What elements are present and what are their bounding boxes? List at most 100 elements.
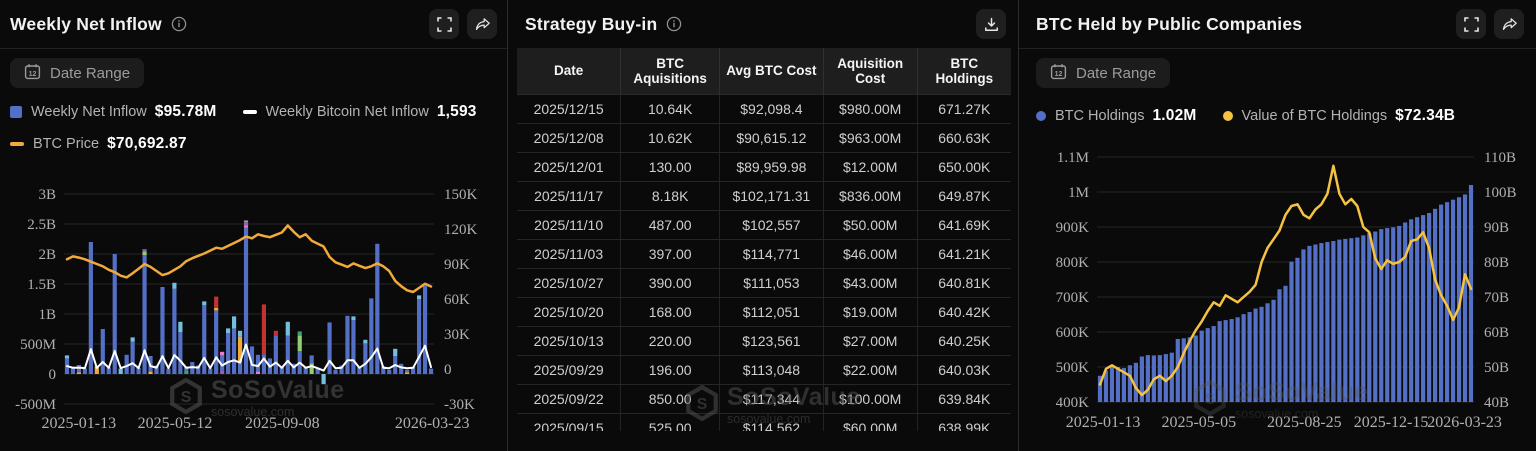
table-cell: 641.21K (917, 239, 1011, 269)
table-row: 2025/09/15 525.00 $114,562 $60.00M 638.99K (517, 413, 1011, 431)
date-range-label: Date Range (50, 64, 131, 82)
svg-text:2025-01-13: 2025-01-13 (1066, 414, 1141, 431)
table-cell: 639.84K (917, 384, 1011, 414)
table-cell: 640.25K (917, 326, 1011, 356)
table-row: 2025/09/22 850.00 $117,344 $100.00M 639.84K (517, 384, 1011, 414)
download-button[interactable] (976, 9, 1006, 39)
date-range-button[interactable]: 12 Date Range (10, 58, 145, 88)
table-row: 2025/10/27 390.00 $111,053 $43.00M 640.81K (517, 268, 1011, 298)
legend-value: $95.78M (154, 103, 217, 120)
svg-text:2026-03-23: 2026-03-23 (1427, 414, 1502, 431)
table-cell: 671.27K (917, 94, 1011, 124)
table-cell: $111,053 (719, 268, 824, 298)
svg-text:-500M: -500M (15, 397, 56, 413)
table-cell: $117,344 (719, 384, 824, 414)
panel-header: Weekly Net Inflow (0, 0, 507, 48)
fullscreen-button[interactable] (1456, 9, 1486, 39)
panel-header: Strategy Buy-in (508, 0, 1018, 48)
legend-label: Weekly Bitcoin Net Inflow (265, 104, 429, 120)
page-title: BTC Held by Public Companies (1036, 13, 1303, 34)
svg-text:2B: 2B (38, 247, 56, 263)
svg-text:12: 12 (29, 71, 37, 78)
btc-held-chart[interactable]: 1.1M 1M 900K 800K 700K 600K 500K 400K 110B 100B 90… (1019, 143, 1536, 443)
share-button[interactable] (1494, 9, 1524, 39)
column-header: Avg BTC Cost (719, 48, 824, 95)
date-range-label: Date Range (1076, 64, 1157, 82)
svg-text:500K: 500K (1056, 360, 1090, 376)
svg-text:700K: 700K (1056, 290, 1090, 306)
legend-item-value-of-btc-holdings[interactable]: Value of BTC Holdings $72.34B (1222, 107, 1456, 125)
svg-text:2.5B: 2.5B (27, 217, 56, 233)
table-row: 2025/12/15 10.64K $92,098.4 $980.00M 671.27K (517, 94, 1011, 124)
table-cell: 850.00 (620, 384, 721, 414)
svg-text:0: 0 (444, 362, 452, 378)
table-cell: 2025/12/15 (517, 94, 622, 124)
svg-text:150K: 150K (444, 188, 478, 203)
table-cell: $92,098.4 (719, 94, 824, 124)
table-cell: 650.00K (917, 152, 1011, 182)
fullscreen-button[interactable] (429, 9, 459, 39)
legend-marker (10, 142, 24, 146)
svg-text:1M: 1M (1068, 185, 1089, 201)
legend-value: $70,692.87 (107, 135, 187, 152)
table-cell: 397.00 (620, 239, 721, 269)
info-icon[interactable] (666, 16, 682, 32)
page-title: Weekly Net Inflow (10, 13, 162, 34)
table-cell: 2025/10/13 (517, 326, 622, 356)
table-cell: 641.69K (917, 210, 1011, 240)
date-range-button[interactable]: 12 Date Range (1036, 58, 1171, 88)
table-cell: 2025/11/17 (517, 181, 622, 211)
table-cell: 640.42K (917, 297, 1011, 327)
table-cell: $89,959.98 (719, 152, 824, 182)
legend-label: Value of BTC Holdings (1241, 108, 1388, 124)
table-cell: $836.00M (823, 181, 918, 211)
table-cell: 525.00 (620, 413, 721, 431)
column-header: BTC Holdings (917, 48, 1011, 95)
svg-text:2025-05-12: 2025-05-12 (138, 415, 213, 432)
svg-text:30K: 30K (444, 327, 470, 343)
table-cell: 10.64K (620, 94, 721, 124)
share-button[interactable] (467, 9, 497, 39)
legend-value: $72.34B (1395, 107, 1456, 124)
legend-item-btc-price[interactable]: BTC Price $70,692.87 (10, 135, 187, 153)
table-cell: $123,561 (719, 326, 824, 356)
weekly-net-inflow-chart[interactable]: 3B 2.5B 2B 1.5B 1B 500M 0 -500M 150K 120K 90K 60K 30… (0, 188, 507, 451)
table-cell: $50.00M (823, 210, 918, 240)
legend-item-weekly-bitcoin-net-inflow[interactable]: Weekly Bitcoin Net Inflow 1,593 (242, 103, 477, 121)
svg-text:120K: 120K (444, 222, 478, 238)
table-cell: 2025/09/29 (517, 355, 622, 385)
svg-text:600K: 600K (1056, 325, 1090, 341)
legend-item-weekly-net-inflow[interactable]: Weekly Net Inflow $95.78M (10, 103, 217, 121)
table-cell: $980.00M (823, 94, 918, 124)
column-header: Aquisition Cost (823, 48, 918, 95)
table-cell: 220.00 (620, 326, 721, 356)
table-cell: $22.00M (823, 355, 918, 385)
svg-text:1.1M: 1.1M (1057, 150, 1089, 166)
table-cell: $102,557 (719, 210, 824, 240)
table-cell: $12.00M (823, 152, 918, 182)
svg-text:80B: 80B (1484, 255, 1509, 271)
svg-text:2025-01-13: 2025-01-13 (41, 415, 116, 432)
legend-item-btc-holdings[interactable]: BTC Holdings 1.02M (1036, 107, 1197, 125)
table-cell: 390.00 (620, 268, 721, 298)
table-cell: 2025/11/10 (517, 210, 622, 240)
table-header-row: Date BTC Aquisitions Avg BTC Cost Aquisitio… (517, 48, 1011, 95)
table-cell: 638.99K (917, 413, 1011, 431)
table-cell: 2025/09/22 (517, 384, 622, 414)
info-icon[interactable] (171, 16, 187, 32)
table-cell: 2025/11/03 (517, 239, 622, 269)
svg-text:400K: 400K (1056, 395, 1090, 411)
svg-text:3B: 3B (38, 188, 56, 203)
header-divider (1019, 48, 1536, 49)
table-cell: 2025/12/08 (517, 123, 622, 153)
chart-legend: Weekly Net Inflow $95.78M Weekly Bitcoin N… (10, 103, 498, 153)
svg-text:50B: 50B (1484, 360, 1509, 376)
table-cell: 640.03K (917, 355, 1011, 385)
table-cell: 10.62K (620, 123, 721, 153)
svg-text:70B: 70B (1484, 290, 1509, 306)
svg-text:110B: 110B (1484, 150, 1516, 166)
table-cell: $112,051 (719, 297, 824, 327)
svg-text:800K: 800K (1056, 255, 1090, 271)
table-cell: $43.00M (823, 268, 918, 298)
table-cell: 660.63K (917, 123, 1011, 153)
